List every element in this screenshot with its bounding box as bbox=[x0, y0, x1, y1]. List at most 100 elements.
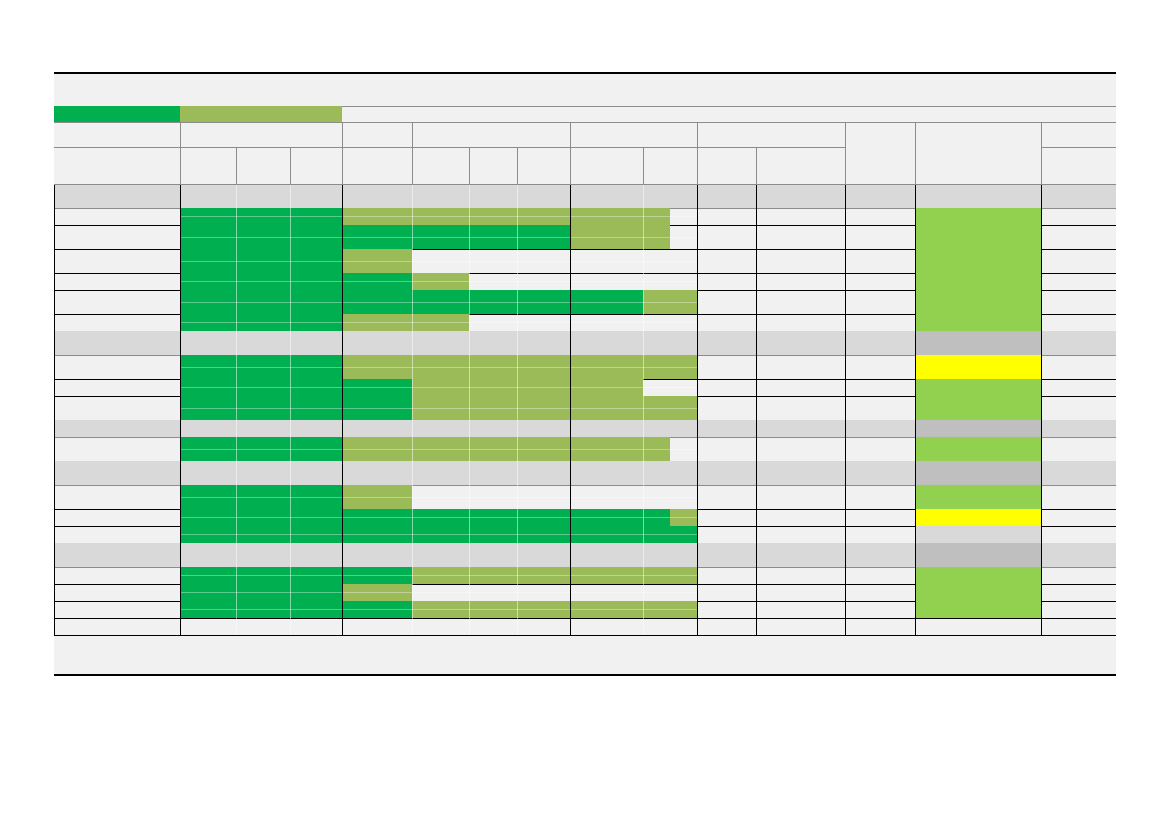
gantt-bar-in_progress bbox=[342, 314, 469, 331]
status-cell bbox=[915, 485, 1041, 509]
status-cell bbox=[915, 567, 1041, 584]
row-inner-rule bbox=[180, 237, 697, 238]
gantt-bar-complete bbox=[180, 290, 643, 314]
row-inner-rule bbox=[180, 281, 697, 282]
gantt-bar-in_progress bbox=[342, 584, 412, 601]
header-group-divider bbox=[570, 122, 571, 184]
status-cell bbox=[915, 601, 1041, 618]
status-cell bbox=[915, 290, 1041, 314]
legend-swatch-in_progress bbox=[180, 106, 342, 123]
gantt-bar-in_progress bbox=[670, 509, 697, 526]
row-rule bbox=[54, 249, 1116, 250]
gantt-bar-in_progress bbox=[643, 290, 697, 314]
status-cell bbox=[915, 273, 1041, 290]
row-inner-rule bbox=[180, 367, 697, 368]
status-cell bbox=[915, 396, 1041, 420]
row-rule bbox=[54, 273, 1116, 274]
blank-row bbox=[54, 618, 1116, 635]
top-rule bbox=[54, 72, 1116, 74]
row-inner-rule bbox=[180, 497, 697, 498]
row-inner-rule bbox=[180, 575, 697, 576]
column-rule bbox=[845, 184, 846, 635]
row-inner-rule bbox=[180, 517, 697, 518]
status-cell bbox=[915, 584, 1041, 601]
legend-rule bbox=[342, 106, 1116, 107]
column-rule bbox=[180, 184, 181, 635]
gantt-bar-in_progress bbox=[342, 437, 670, 461]
column-rule-light bbox=[236, 184, 237, 635]
column-rule bbox=[570, 184, 571, 635]
gantt-bar-complete bbox=[180, 601, 412, 618]
gantt-bar-complete bbox=[180, 379, 412, 396]
status-cell bbox=[915, 461, 1041, 485]
status-cell bbox=[915, 249, 1041, 273]
bottom-rule bbox=[54, 674, 1116, 676]
column-rule bbox=[697, 184, 698, 635]
row-inner-rule bbox=[180, 216, 697, 217]
row-inner-rule bbox=[180, 609, 697, 610]
gantt-bar-in_progress bbox=[412, 396, 697, 420]
gantt-bar-in_progress bbox=[342, 485, 412, 509]
row-inner-rule bbox=[180, 302, 697, 303]
status-cell bbox=[915, 437, 1041, 461]
gantt-bar-complete bbox=[180, 314, 342, 331]
status-cell bbox=[915, 509, 1041, 526]
column-rule-light bbox=[643, 184, 644, 635]
header-sub-divider bbox=[236, 147, 237, 184]
gantt-bar-in_progress bbox=[342, 355, 697, 379]
status-cell bbox=[915, 208, 1041, 225]
body-top-rule bbox=[54, 184, 1116, 185]
column-rule-light bbox=[412, 184, 413, 635]
status-cell bbox=[915, 225, 1041, 249]
header-group-divider bbox=[845, 122, 846, 184]
legend-swatch-complete bbox=[54, 106, 180, 123]
row-inner-rule bbox=[180, 387, 697, 388]
column-rule-light bbox=[290, 184, 291, 635]
gantt-bar-complete bbox=[180, 485, 342, 509]
column-rule bbox=[1041, 184, 1042, 635]
gantt-bar-complete bbox=[180, 526, 697, 543]
header-group-divider bbox=[915, 122, 916, 184]
row-inner-rule bbox=[180, 449, 697, 450]
header-sub-divider bbox=[756, 147, 757, 184]
gantt-bar-complete bbox=[180, 437, 342, 461]
gantt-bar-complete bbox=[180, 567, 412, 584]
header-sub-divider bbox=[517, 147, 518, 184]
header-group-divider bbox=[1041, 122, 1042, 184]
gantt-bar-complete bbox=[180, 249, 342, 273]
column-rule bbox=[342, 184, 343, 635]
gantt-bar-in_progress bbox=[412, 273, 469, 290]
status-cell bbox=[915, 543, 1041, 567]
row-inner-rule bbox=[180, 261, 697, 262]
column-rule bbox=[756, 184, 757, 635]
gantt-bar-complete bbox=[180, 208, 342, 225]
gantt-bar-in_progress bbox=[342, 249, 412, 273]
column-rule-light bbox=[469, 184, 470, 635]
gantt-bar-complete bbox=[180, 509, 670, 526]
status-cell bbox=[915, 379, 1041, 396]
row-inner-rule bbox=[180, 534, 697, 535]
header-group-divider bbox=[412, 122, 413, 184]
row-rule bbox=[54, 635, 1116, 636]
header-group-divider bbox=[697, 122, 698, 184]
section-row bbox=[54, 420, 1116, 437]
status-cell bbox=[915, 526, 1041, 543]
status-cell bbox=[915, 355, 1041, 379]
header-group-divider bbox=[180, 122, 181, 184]
gantt-bar-complete bbox=[180, 225, 570, 249]
gantt-bar-complete bbox=[180, 396, 412, 420]
row-rule bbox=[54, 618, 1116, 619]
legend-bottom bbox=[54, 122, 1116, 123]
gantt-bar-complete bbox=[180, 584, 342, 601]
column-rule bbox=[54, 184, 55, 635]
row-rule bbox=[54, 314, 1116, 315]
status-cell bbox=[915, 420, 1041, 437]
gantt-bar-complete bbox=[180, 355, 342, 379]
header-group-divider bbox=[342, 122, 343, 184]
header-sub-divider bbox=[469, 147, 470, 184]
status-cell bbox=[915, 314, 1041, 331]
status-cell bbox=[915, 331, 1041, 355]
row-inner-rule bbox=[180, 408, 697, 409]
column-rule-light bbox=[517, 184, 518, 635]
